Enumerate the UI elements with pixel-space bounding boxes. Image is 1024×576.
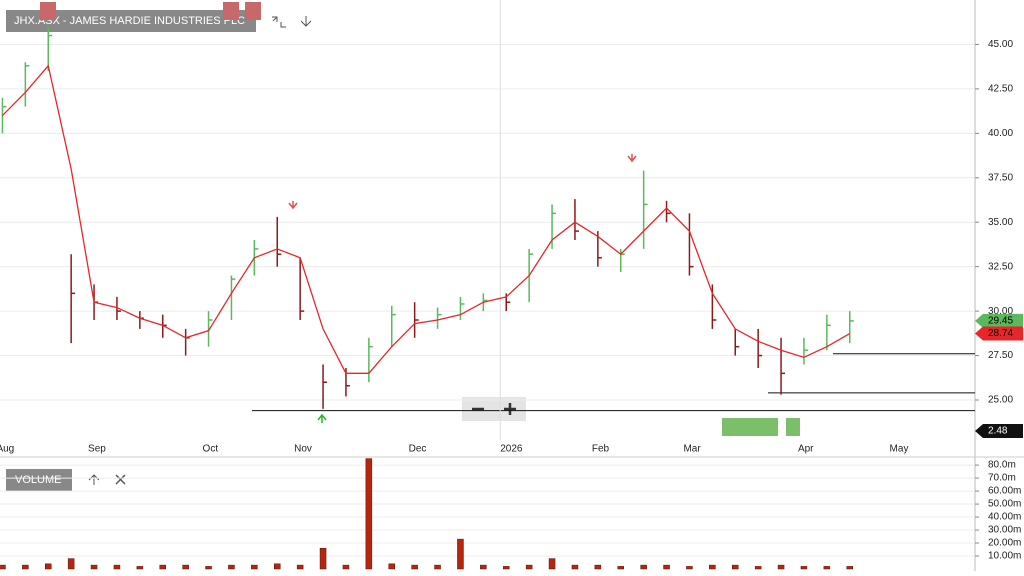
signal-flag	[786, 418, 800, 436]
ma-badge	[975, 326, 1023, 341]
y-tick-label: 20.00m	[988, 538, 1021, 549]
signal-flag	[245, 2, 261, 20]
signal-flag	[223, 2, 239, 20]
volume-title: VOLUME	[15, 474, 61, 486]
volume-bar	[548, 558, 556, 570]
x-tick-label: Sep	[88, 444, 106, 455]
y-tick-label: 30.00	[988, 306, 1013, 317]
sell-arrow	[288, 201, 298, 210]
close-icon[interactable]	[115, 474, 126, 485]
volume-bar	[0, 564, 6, 570]
x-tick-label: Apr	[798, 444, 814, 455]
volume-bar	[709, 564, 716, 570]
y-tick-label: 60.00m	[988, 486, 1021, 497]
x-tick-label: 2026	[500, 444, 523, 455]
volume-bar	[503, 566, 510, 570]
volume-bar	[22, 564, 29, 570]
y-tick-label: 80.0m	[988, 460, 1016, 471]
volume-bar	[205, 566, 212, 570]
volume-bar	[754, 566, 762, 570]
volume-bar	[274, 563, 281, 570]
indicator-value: 2.48	[988, 426, 1008, 437]
volume-bar	[136, 566, 144, 570]
y-tick-label: 40.00m	[988, 512, 1021, 523]
download-icon[interactable]	[300, 16, 312, 27]
volume-bar	[686, 566, 693, 570]
x-tick-label: Oct	[203, 444, 219, 455]
volume-bar	[823, 566, 831, 570]
volume-bar	[777, 564, 785, 570]
signal-flag	[40, 2, 56, 20]
volume-bar	[67, 558, 75, 570]
y-tick-label: 40.00	[988, 128, 1013, 139]
y-tick-label: 70.0m	[988, 473, 1016, 484]
volume-bar	[846, 566, 853, 570]
x-tick-label: Dec	[409, 444, 427, 455]
x-tick-label: Nov	[294, 444, 312, 455]
volume-bar	[90, 564, 98, 570]
volume-bar	[182, 564, 189, 570]
volume-bar	[296, 564, 304, 570]
y-tick-label: 45.00	[988, 39, 1013, 50]
volume-bar	[457, 538, 464, 570]
volume-bar	[525, 564, 533, 570]
volume-badge	[6, 469, 72, 491]
y-tick-label: 50.00m	[988, 499, 1021, 510]
sell-arrow	[627, 154, 637, 163]
x-tick-label: Feb	[592, 444, 610, 455]
volume-bar	[640, 564, 647, 570]
y-tick-label: 32.50	[988, 261, 1013, 272]
move-up-icon[interactable]	[88, 474, 100, 485]
chart-title: JHX.ASX - JAMES HARDIE INDUSTRIES PLC	[14, 15, 245, 27]
moving-average	[1, 64, 851, 374]
volume-bar	[228, 564, 235, 570]
volume-bar	[480, 564, 487, 570]
y-tick-label: 10.00m	[988, 551, 1021, 562]
y-tick-label: 35.00	[988, 217, 1013, 228]
y-tick-label: 30.00m	[988, 525, 1021, 536]
x-tick-label: Aug	[0, 444, 14, 455]
volume-bar	[251, 564, 258, 570]
y-tick-label: 25.00	[988, 395, 1013, 406]
volume-bar	[663, 564, 670, 570]
volume-bar	[365, 458, 373, 570]
volume-bar	[388, 563, 395, 570]
zoom-in[interactable]	[504, 403, 516, 415]
x-tick-label: May	[890, 444, 909, 455]
title-badge	[6, 10, 256, 32]
volume-bar	[411, 564, 418, 570]
y-tick-label: 37.50	[988, 172, 1013, 183]
buy-arrow	[317, 413, 327, 423]
volume-bar	[732, 564, 739, 570]
signal-flags	[722, 418, 778, 436]
indicator-badge	[975, 424, 1023, 438]
volume-bar	[571, 564, 579, 570]
volume-bar	[342, 564, 350, 570]
last-ma: 28.74	[988, 328, 1013, 339]
volume-bar	[434, 564, 441, 570]
fullscreen-icon[interactable]	[272, 16, 286, 28]
volume-bar	[159, 564, 166, 570]
volume-bar	[113, 564, 121, 570]
volume-bar	[617, 566, 624, 570]
y-tick-label: 27.50	[988, 350, 1013, 361]
volume-bar	[594, 564, 602, 570]
last-price: 29.45	[988, 316, 1013, 327]
volume-bar	[45, 563, 52, 570]
price-badge	[975, 313, 1023, 328]
volume-bar	[800, 566, 808, 570]
y-tick-label: 42.50	[988, 84, 1013, 95]
x-tick-label: Mar	[683, 444, 701, 455]
volume-bar	[319, 547, 327, 570]
zoom-controls	[462, 397, 526, 421]
